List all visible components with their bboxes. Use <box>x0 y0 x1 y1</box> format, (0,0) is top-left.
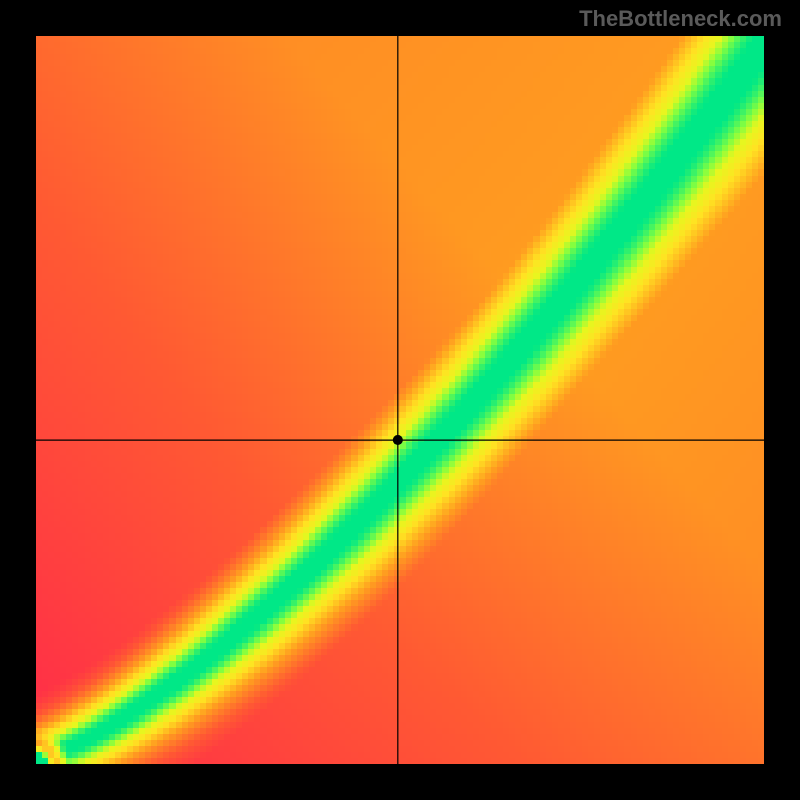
bottleneck-heatmap-canvas <box>0 0 800 800</box>
watermark-text: TheBottleneck.com <box>579 6 782 32</box>
chart-container: TheBottleneck.com <box>0 0 800 800</box>
